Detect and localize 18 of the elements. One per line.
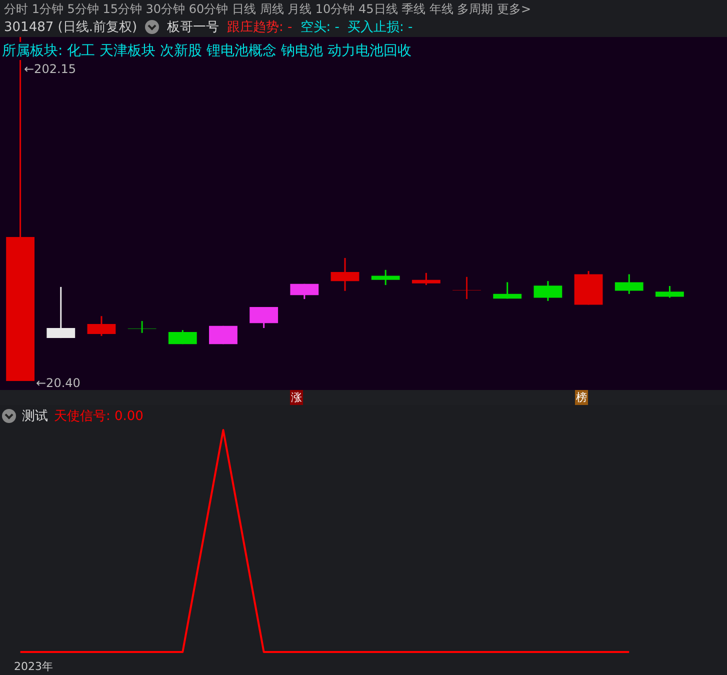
text: 2023年 — [14, 659, 53, 674]
text: 买入止损: - — [347, 19, 413, 36]
text: 天使信号: 0.00 — [54, 408, 144, 425]
chart-title: 测试 — [22, 408, 48, 425]
annotation: 所属板块: 化工 天津板块 次新股 锂电池概念 钠电池 动力电池回收 — [2, 42, 412, 60]
text: 空头: - — [300, 19, 340, 36]
text: 涨 — [290, 390, 303, 405]
chart-title: 301487 (日线.前复权) — [4, 19, 138, 36]
text: 分时 1分钟 5分钟 15分钟 30分钟 60分钟 日线 周线 月线 10分钟 45日线 季线 年线 多周期 更多> — [4, 1, 532, 18]
candlestick — [128, 320, 156, 334]
candlestick — [412, 272, 440, 286]
text: 板哥一号 — [167, 19, 220, 36]
text: 榜 — [575, 390, 588, 405]
annotation: ←202.15 — [24, 62, 76, 76]
text: 跟庄趋势: - — [227, 19, 292, 36]
candlestick — [452, 276, 481, 300]
annotation: ←20.40 — [36, 376, 80, 390]
candlestick — [371, 269, 400, 286]
